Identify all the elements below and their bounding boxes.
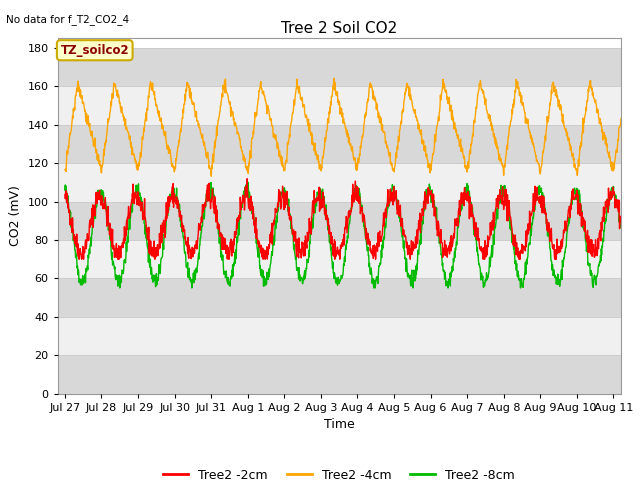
Bar xyxy=(58,202,621,240)
X-axis label: Time: Time xyxy=(324,418,355,431)
Bar xyxy=(58,317,621,355)
Y-axis label: CO2 (mV): CO2 (mV) xyxy=(9,186,22,246)
Legend: Tree2 -2cm, Tree2 -4cm, Tree2 -8cm: Tree2 -2cm, Tree2 -4cm, Tree2 -8cm xyxy=(159,464,520,480)
Bar xyxy=(58,163,621,202)
Bar xyxy=(58,355,621,394)
Bar xyxy=(58,240,621,278)
Bar xyxy=(58,125,621,163)
Text: No data for f_T2_CO2_4: No data for f_T2_CO2_4 xyxy=(6,14,129,25)
Bar xyxy=(58,86,621,125)
Title: Tree 2 Soil CO2: Tree 2 Soil CO2 xyxy=(281,21,397,36)
Bar xyxy=(58,278,621,317)
Bar xyxy=(58,48,621,86)
Text: TZ_soilco2: TZ_soilco2 xyxy=(60,44,129,57)
